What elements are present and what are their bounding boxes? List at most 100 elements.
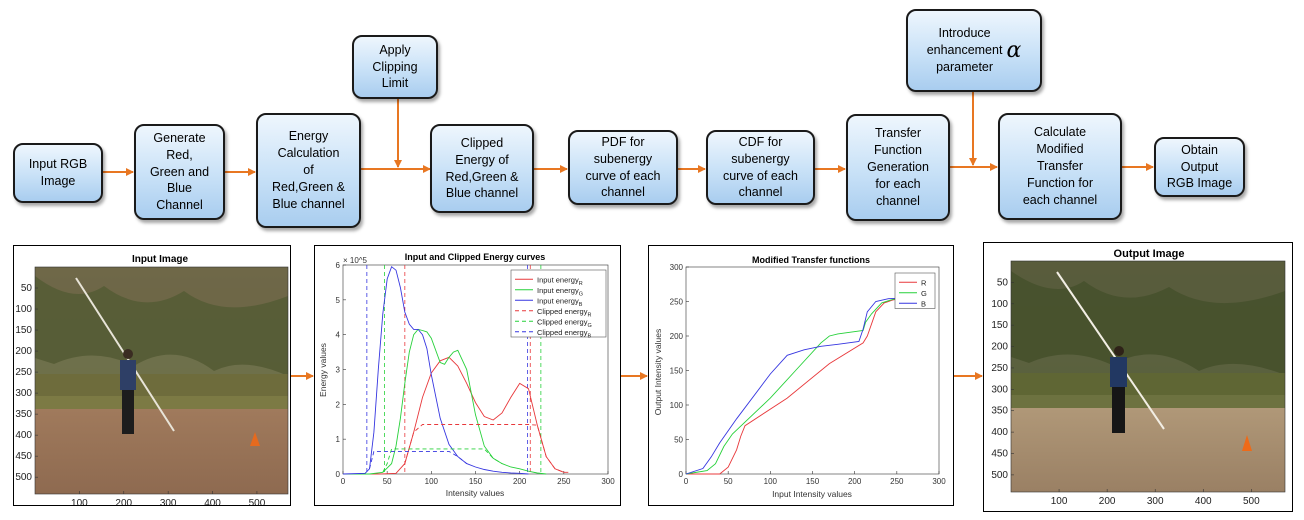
transfer-y-label: Output Intensity values xyxy=(653,329,663,415)
energy-ytick: 0 xyxy=(336,470,341,479)
energy-calculation-box: Energy Calculation of Red,Green & Blue c… xyxy=(256,113,361,228)
enhancement-parameter-box: Introduce enhancement parameter α xyxy=(906,9,1042,92)
output-image-ytick: 500 xyxy=(991,470,1008,481)
output-image-ytick: 450 xyxy=(991,449,1008,460)
transfer-chart-title: Modified Transfer functions xyxy=(752,255,870,265)
clipping-limit-box: Apply Clipping Limit xyxy=(352,35,438,99)
transfer-legend-label: R xyxy=(921,278,927,287)
output-image-axes xyxy=(1010,260,1286,493)
output-image-ytick: 50 xyxy=(997,277,1009,288)
input-image-xtick: 200 xyxy=(115,498,132,506)
transfer-function-box: Transfer Function Generation for each ch… xyxy=(846,114,950,221)
output-image-ytick: 400 xyxy=(991,427,1008,438)
energy-ytick: 5 xyxy=(336,296,341,305)
cdf-box: CDF for subenergy curve of each channel xyxy=(706,130,815,205)
input-image-ytick: 100 xyxy=(15,304,32,315)
input-image-ytick: 50 xyxy=(21,283,33,294)
output-image-ytick: 150 xyxy=(991,320,1008,331)
energy-ytick: 2 xyxy=(336,400,341,409)
input-image-ytick: 300 xyxy=(15,388,32,399)
input-rgb-box: Input RGB Image xyxy=(13,143,103,203)
transfer-series-line xyxy=(686,297,902,475)
generate-channels-box: Generate Red, Green and Blue Channel xyxy=(134,124,225,220)
energy-legend-label: Input energyR xyxy=(537,275,583,287)
energy-curves-chart: Input and Clipped Energy curves × 10^5 0… xyxy=(318,252,616,498)
transfer-xtick: 150 xyxy=(806,477,820,486)
energy-series-line xyxy=(343,328,547,475)
pdf-box: PDF for subenergy curve of each channel xyxy=(568,130,678,205)
energy-ytick: 4 xyxy=(336,331,341,340)
input-image-ytick: 400 xyxy=(15,430,32,441)
input-image-xtick: 500 xyxy=(249,498,266,506)
transfer-legend-label: B xyxy=(921,299,926,308)
energy-xtick: 300 xyxy=(601,477,615,486)
output-image-xtick: 500 xyxy=(1243,496,1260,507)
output-image-figure: Output Image 50 100 150 200 250 300 350 400 xyxy=(991,248,1286,507)
clipped-energy-box: Clipped Energy of Red,Green & Blue chann… xyxy=(430,124,534,213)
output-image-xticks: 100 200 300 400 500 xyxy=(1051,489,1260,507)
input-image-ytick: 150 xyxy=(15,325,32,336)
energy-chart-title: Input and Clipped Energy curves xyxy=(405,252,546,262)
energy-xtick: 250 xyxy=(557,477,571,486)
input-image-xtick: 300 xyxy=(160,498,177,506)
transfer-ytick: 100 xyxy=(670,401,684,410)
energy-x-label: Intensity values xyxy=(446,488,505,498)
output-image-ytick: 100 xyxy=(991,299,1008,310)
transfer-legend: RGB xyxy=(894,272,936,309)
transfer-xtick: 50 xyxy=(724,477,733,486)
energy-series-line xyxy=(404,424,564,473)
output-image-xtick: 200 xyxy=(1099,496,1116,507)
energy-xtick: 150 xyxy=(469,477,483,486)
transfer-ytick: 200 xyxy=(670,332,684,341)
energy-legend-label: Clipped energyR xyxy=(537,307,591,319)
input-image-axes xyxy=(34,266,289,495)
output-image-ytick: 200 xyxy=(991,342,1008,353)
transfer-xtick: 0 xyxy=(684,477,689,486)
input-image-xtick: 100 xyxy=(71,498,88,506)
energy-ytick: 1 xyxy=(336,435,341,444)
input-image-panel: Input Image 50 100 150 200 250 300 350 400 4 xyxy=(13,245,291,506)
obtain-output-box: Obtain Output RGB Image xyxy=(1154,137,1245,197)
input-image-ytick: 200 xyxy=(15,346,32,357)
output-image-ytick: 300 xyxy=(991,384,1008,395)
energy-series-line xyxy=(382,448,503,473)
energy-curves-panel: Input and Clipped Energy curves × 10^5 0… xyxy=(314,245,621,506)
transfer-xtick: 100 xyxy=(764,477,778,486)
energy-xtick: 200 xyxy=(513,477,527,486)
energy-legend-label: Input energyB xyxy=(537,296,583,308)
energy-ticks: 0 50 100 150 200 250 300 0 1 2 3 4 5 6 xyxy=(336,261,616,486)
energy-legend-label: Input energyG xyxy=(537,286,583,298)
input-image-ytick: 350 xyxy=(15,409,32,420)
enhancement-text: Introduce enhancement parameter xyxy=(926,26,1003,74)
alpha-symbol: α xyxy=(1006,37,1022,63)
energy-legend-label: Clipped energyB xyxy=(537,328,591,340)
output-image-panel: Output Image 50 100 150 200 250 300 350 400 xyxy=(983,242,1293,512)
transfer-ytick: 50 xyxy=(674,436,683,445)
energy-series-line xyxy=(369,450,467,469)
energy-xtick: 50 xyxy=(383,477,392,486)
input-image-ytick: 450 xyxy=(15,451,32,462)
output-image-yticks: 50 100 150 200 250 300 350 400 450 500 xyxy=(991,277,1014,481)
energy-y-label: Energy values xyxy=(318,343,328,397)
energy-ytick: 6 xyxy=(336,261,341,270)
input-image-title: Input Image xyxy=(132,254,189,265)
input-image-ytick: 500 xyxy=(15,472,32,483)
output-image-ytick: 250 xyxy=(991,363,1008,374)
input-image-xtick: 400 xyxy=(204,498,221,506)
output-image-xtick: 400 xyxy=(1195,496,1212,507)
transfer-xtick: 200 xyxy=(848,477,862,486)
output-image-ytick: 350 xyxy=(991,406,1008,417)
transfer-x-label: Input Intensity values xyxy=(772,489,852,499)
energy-xtick: 0 xyxy=(341,477,346,486)
energy-y-multiplier: × 10^5 xyxy=(343,256,368,265)
transfer-series xyxy=(685,297,902,475)
transfer-series-line xyxy=(685,297,902,475)
energy-ytick: 3 xyxy=(336,366,341,375)
energy-legend-label: Clipped energyG xyxy=(537,317,592,329)
transfer-ytick: 300 xyxy=(670,263,684,272)
transfer-xtick: 250 xyxy=(890,477,904,486)
transfer-ytick: 150 xyxy=(670,367,684,376)
input-photo xyxy=(35,267,288,494)
transfer-xtick: 300 xyxy=(932,477,946,486)
